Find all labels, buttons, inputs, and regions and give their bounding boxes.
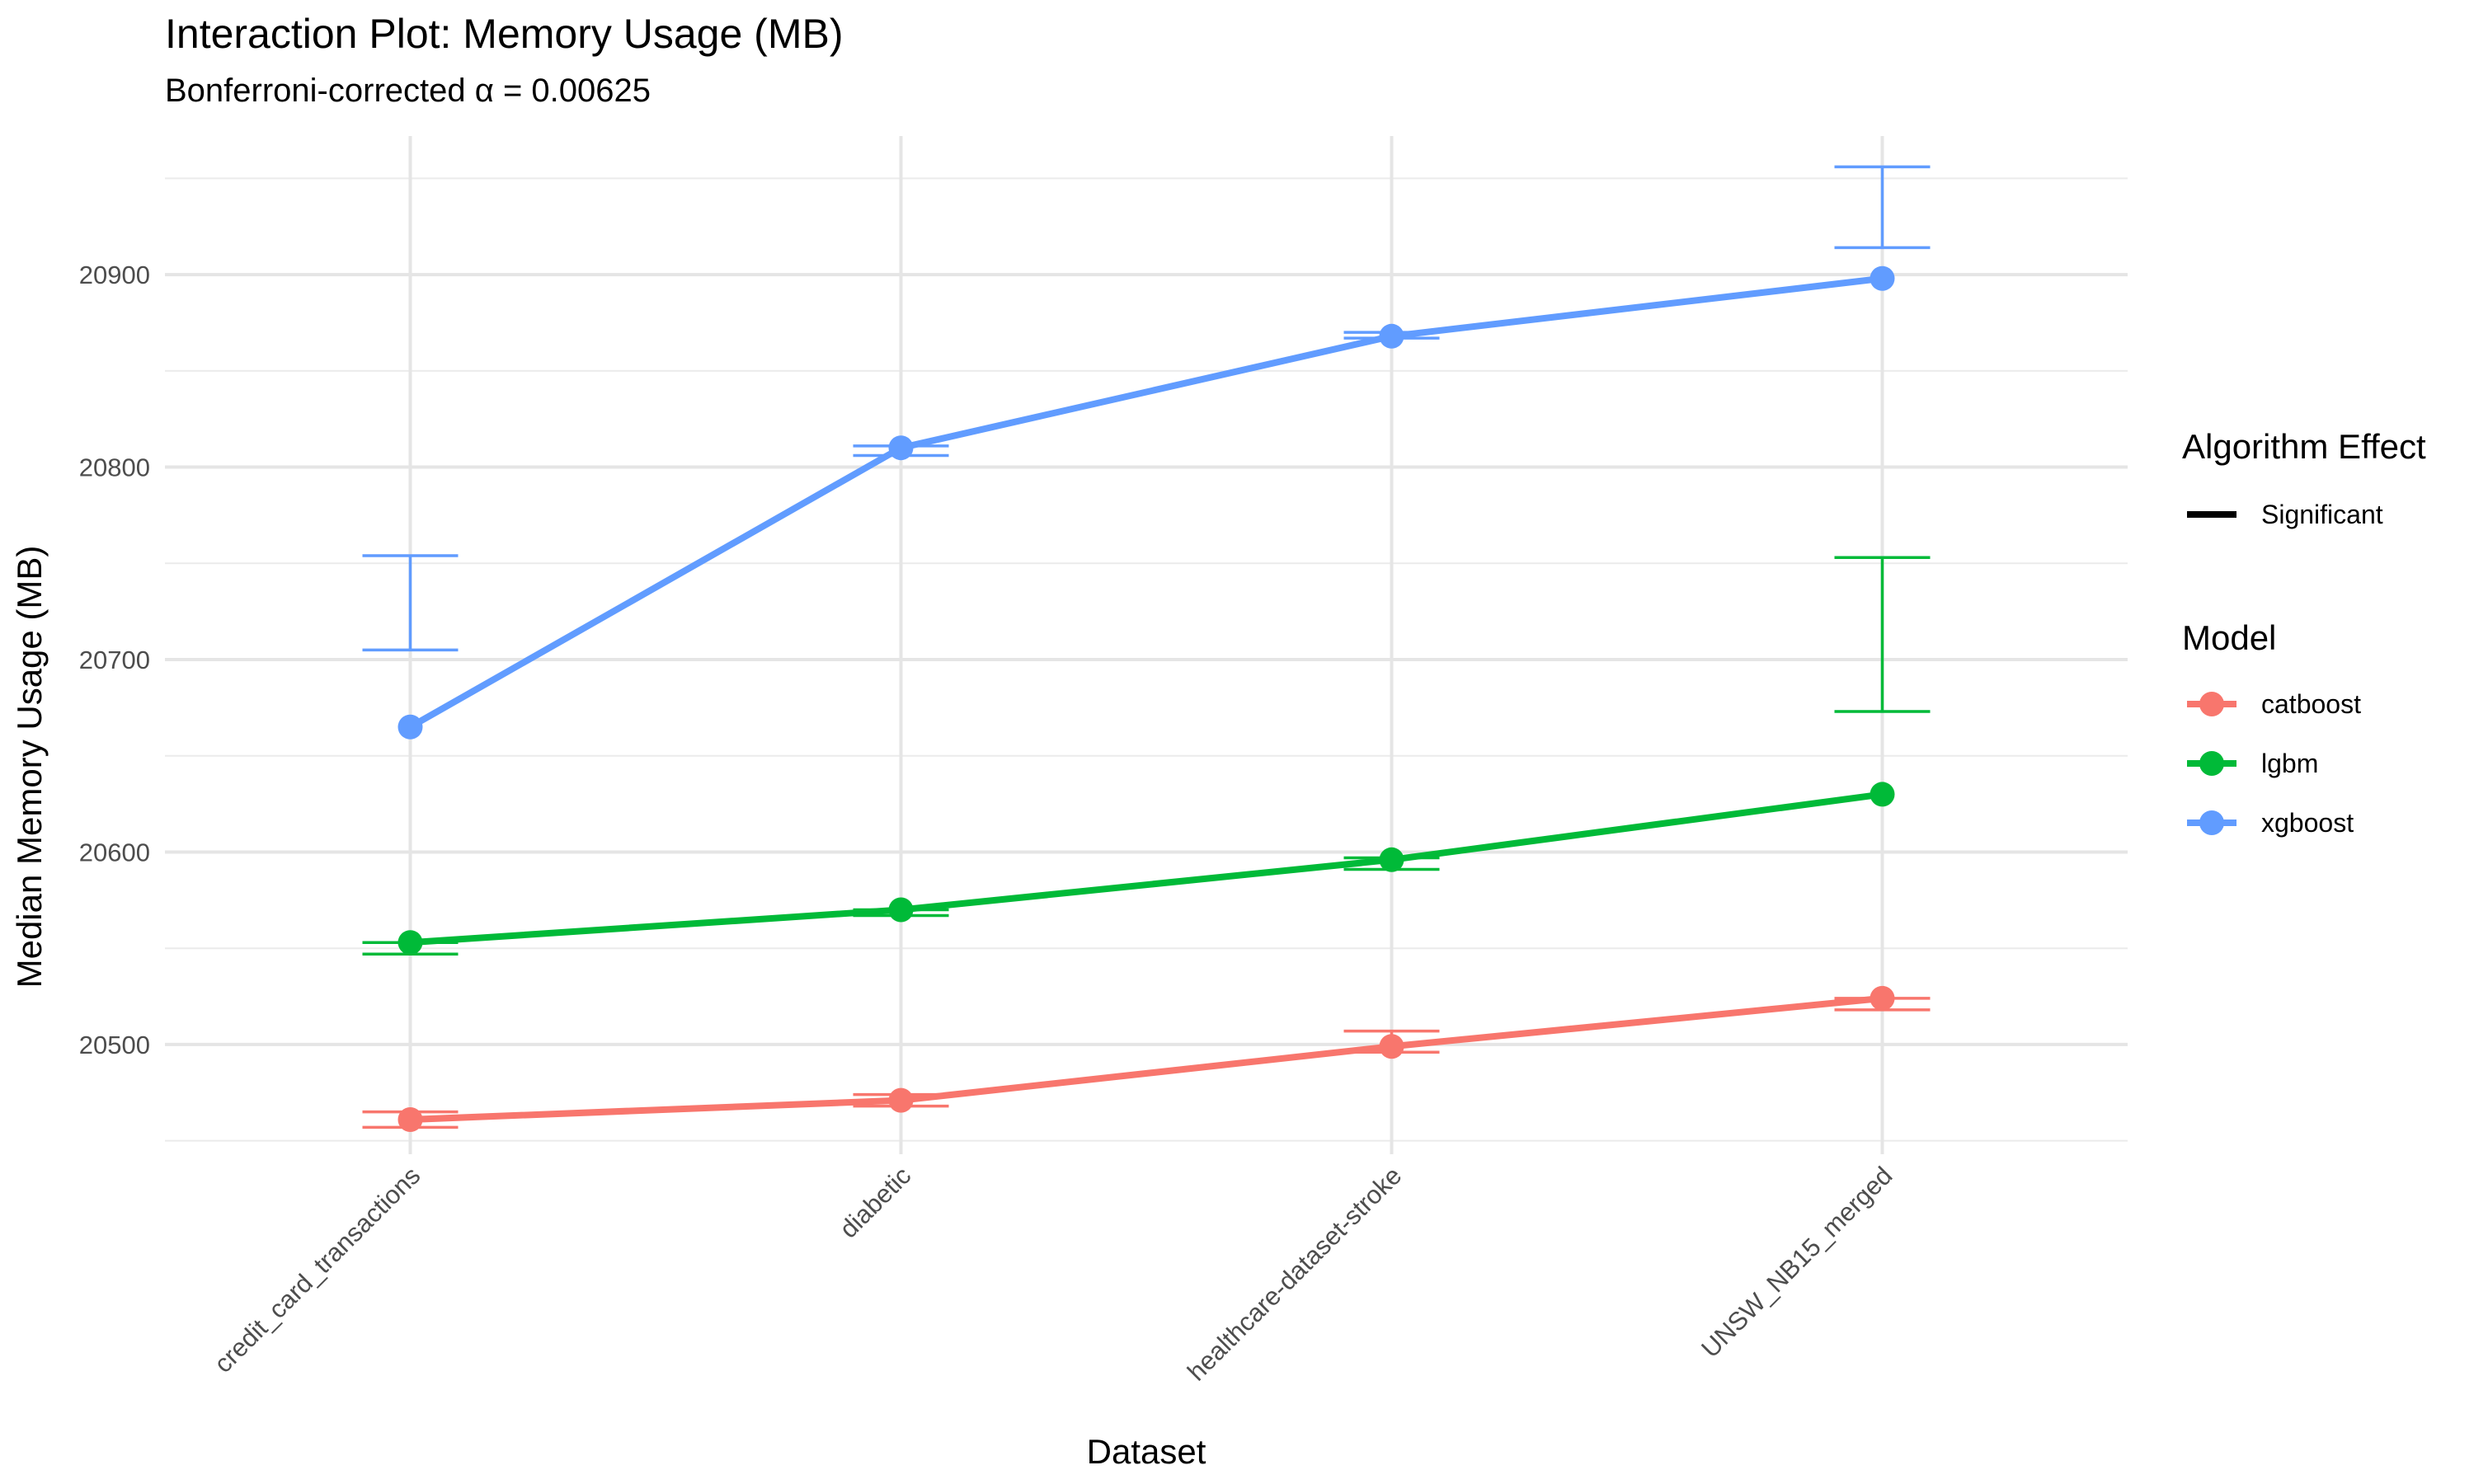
y-tick-label: 20900 [79, 261, 150, 289]
data-point-lgbm [888, 897, 914, 923]
legend-key-catboost [2187, 692, 2236, 716]
legend-significant-label: Significant [2261, 500, 2383, 529]
error-bar-xgboost [1834, 165, 1931, 250]
data-point-xgboost [1379, 323, 1404, 349]
y-axis-ticks: 20500 20600 20700 20800 20900 [79, 261, 150, 1059]
data-point-catboost [1379, 1034, 1404, 1059]
legend-key-lgbm [2187, 751, 2236, 776]
legend-keys [2187, 511, 2236, 835]
data-point-lgbm [397, 930, 423, 956]
x-tick-label: healthcare-dataset-stroke [1182, 1161, 1407, 1386]
y-tick-label: 20500 [79, 1031, 150, 1059]
data-point-catboost [888, 1087, 914, 1113]
legend-item-catboost: catboost [2261, 689, 2361, 719]
data-point-xgboost [397, 714, 423, 740]
x-tick-label: diabetic [834, 1161, 916, 1243]
x-tick-label: credit_card_transactions [209, 1161, 426, 1378]
legend-model-title: Model [2182, 618, 2277, 657]
error-bar-xgboost [362, 554, 459, 652]
y-tick-label: 20800 [79, 453, 150, 482]
x-tick-label: UNSW_NB15_merged [1696, 1161, 1898, 1363]
data-point-lgbm [1870, 782, 1895, 807]
legend-key-point [2199, 692, 2224, 716]
legend-item-xgboost: xgboost [2261, 808, 2354, 838]
chart-title: Interaction Plot: Memory Usage (MB) [165, 11, 844, 57]
legend-item-lgbm: lgbm [2261, 749, 2319, 778]
x-axis-ticks: credit_card_transactions diabetic healthca… [209, 1161, 1898, 1386]
error-bars [362, 165, 1931, 1129]
chart-subtitle: Bonferroni-corrected α = 0.00625 [165, 73, 651, 109]
data-point-catboost [397, 1106, 423, 1132]
series-line-lgbm [410, 791, 1884, 946]
y-tick-label: 20700 [79, 646, 150, 674]
legend-key-point [2199, 810, 2224, 835]
series-points [397, 265, 1895, 1132]
x-axis-title: Dataset [1087, 1432, 1206, 1471]
error-bar-lgbm [1834, 556, 1931, 713]
y-axis-title: Median Memory Usage (MB) [10, 546, 49, 989]
series-line-xgboost [408, 275, 1883, 730]
legend-key-xgboost [2187, 810, 2236, 835]
data-point-lgbm [1379, 847, 1404, 872]
legend-key-point [2199, 751, 2224, 776]
series-line-catboost [410, 994, 1883, 1123]
data-point-xgboost [1870, 265, 1895, 291]
series-lines [408, 275, 1884, 1123]
y-tick-label: 20600 [79, 838, 150, 866]
data-point-xgboost [888, 435, 914, 461]
legend-algorithm-effect-title: Algorithm Effect [2182, 427, 2426, 466]
data-point-catboost [1870, 985, 1895, 1011]
